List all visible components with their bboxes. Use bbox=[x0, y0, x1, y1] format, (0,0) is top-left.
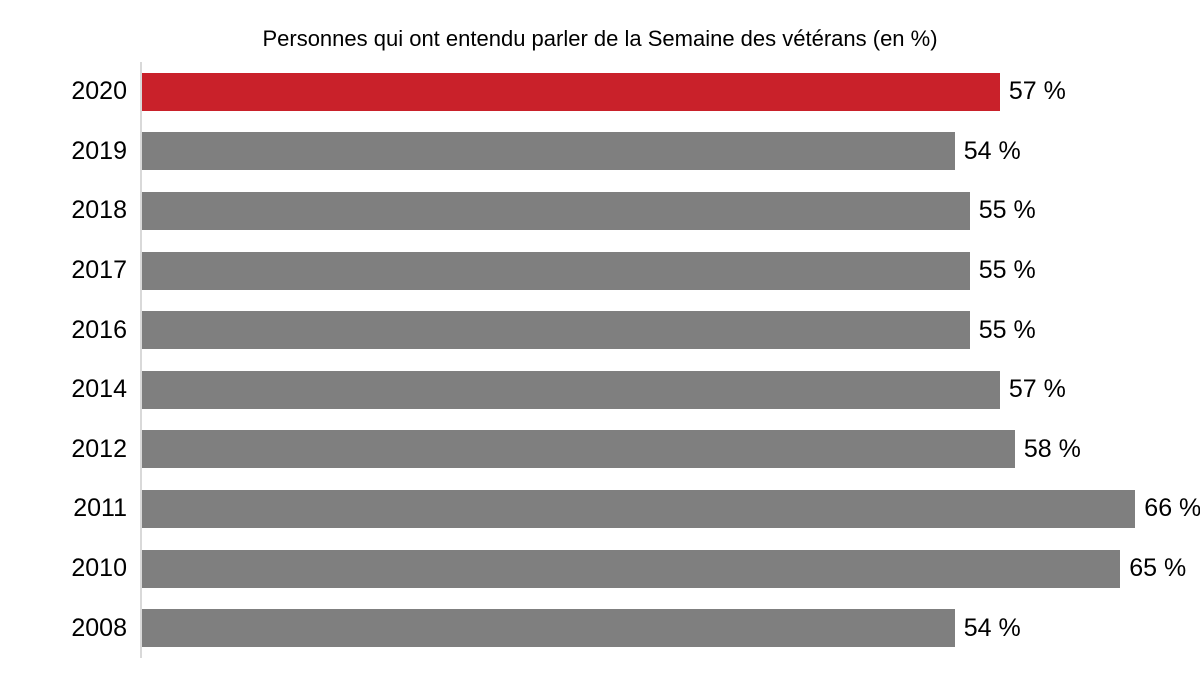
category-label: 2012 bbox=[71, 434, 127, 463]
bar bbox=[142, 430, 1015, 469]
chart-title: Personnes qui ont entendu parler de la S… bbox=[262, 26, 938, 51]
bar bbox=[142, 549, 1121, 588]
chart-row: 2008 54 % bbox=[0, 598, 1200, 658]
value-label: 57 % bbox=[1008, 375, 1066, 404]
value-label: 54 % bbox=[963, 613, 1021, 642]
bar bbox=[142, 609, 955, 648]
bar bbox=[142, 191, 970, 230]
category-label: 2016 bbox=[71, 315, 127, 344]
category-label: 2014 bbox=[71, 375, 127, 404]
bar bbox=[142, 251, 970, 290]
chart-row: 2016 55 % bbox=[0, 300, 1200, 360]
value-label: 57 % bbox=[1008, 77, 1066, 106]
chart-rows: 2020 57 % 2019 54 % 2018 55 % 2017 55 % 2016 55 %… bbox=[0, 62, 1200, 658]
chart-row: 2010 65 % bbox=[0, 539, 1200, 599]
category-label: 2011 bbox=[73, 494, 127, 523]
chart-row: 2018 55 % bbox=[0, 181, 1200, 241]
chart-row: 2019 54 % bbox=[0, 122, 1200, 182]
value-label: 54 % bbox=[963, 136, 1021, 165]
value-label: 55 % bbox=[978, 315, 1036, 344]
value-label: 58 % bbox=[1023, 434, 1081, 463]
chart-row: 2017 55 % bbox=[0, 241, 1200, 301]
bar bbox=[142, 132, 955, 171]
category-label: 2008 bbox=[71, 613, 127, 642]
chart-row: 2012 58 % bbox=[0, 420, 1200, 480]
category-label: 2010 bbox=[71, 554, 127, 583]
category-label: 2019 bbox=[71, 136, 127, 165]
category-label: 2020 bbox=[71, 77, 127, 106]
category-label: 2017 bbox=[71, 256, 127, 285]
category-label: 2018 bbox=[71, 196, 127, 225]
value-label: 65 % bbox=[1129, 554, 1187, 583]
value-label: 66 % bbox=[1144, 494, 1200, 523]
chart-row: 2011 66 % bbox=[0, 479, 1200, 539]
chart-row: 2014 57 % bbox=[0, 360, 1200, 420]
value-label: 55 % bbox=[978, 256, 1036, 285]
bar bbox=[142, 311, 970, 350]
bar bbox=[142, 370, 1000, 409]
plot-area: 2020 57 % 2019 54 % 2018 55 % 2017 55 % 2016 55 %… bbox=[0, 62, 1200, 658]
y-axis-line bbox=[140, 62, 142, 658]
bar bbox=[142, 489, 1136, 528]
chart-row: 2020 57 % bbox=[0, 62, 1200, 122]
value-label: 55 % bbox=[978, 196, 1036, 225]
bar-highlighted bbox=[142, 72, 1000, 111]
